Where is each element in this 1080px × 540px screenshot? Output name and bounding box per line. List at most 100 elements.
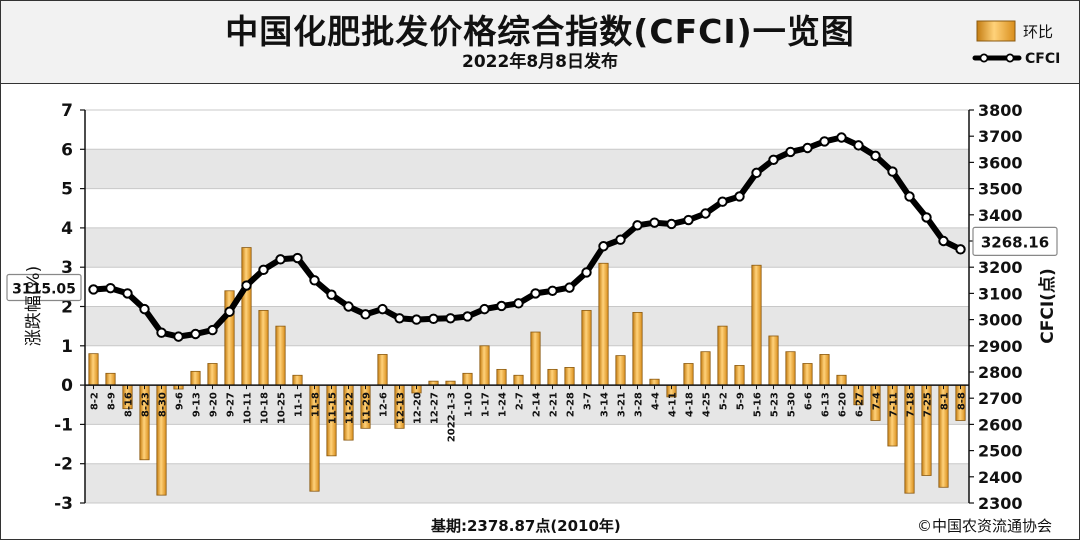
x-tick-label: 3-21: [617, 392, 628, 417]
x-tick-label: 8-16: [124, 392, 135, 417]
cfci-point: [870, 150, 881, 162]
bar: [207, 363, 218, 386]
cfci-point: [802, 142, 813, 154]
bar: [496, 368, 507, 386]
right-tick-label: 2700: [978, 389, 1023, 408]
bar: [802, 363, 813, 386]
x-tick-label: 6-13: [821, 392, 832, 417]
cfci-point: [938, 235, 949, 247]
x-tick-label: 2022-1-3: [447, 392, 458, 442]
cfci-point: [428, 313, 439, 325]
grid-band: [85, 463, 969, 503]
x-tick-label: 11-8: [311, 392, 322, 417]
cfci-point: [207, 324, 218, 336]
x-tick-label: 1-10: [464, 392, 475, 417]
left-tick-label: 7: [61, 101, 73, 121]
x-tick-label: 12-6: [379, 392, 390, 417]
x-tick-label: 4-25: [702, 392, 713, 417]
end-value-box: [972, 226, 1058, 256]
left-tick-label: 6: [61, 140, 73, 160]
cfci-point: [887, 166, 898, 177]
cfci-point: [921, 212, 932, 223]
x-tick-label: 1-24: [498, 392, 509, 417]
line-points: [88, 132, 966, 342]
cfci-point: [632, 220, 643, 231]
left-tick-label: 3: [61, 258, 73, 278]
legend: 环比 CFCI: [972, 20, 1060, 67]
legend-line-marker: [979, 53, 989, 63]
bar: [479, 345, 490, 386]
bar: [547, 368, 558, 386]
x-tick-label: 10-25: [277, 392, 288, 424]
bar: [377, 354, 388, 386]
cfci-point: [904, 191, 915, 202]
cfci-point: [530, 288, 541, 299]
bar: [105, 372, 116, 386]
x-tick-label: 5-23: [770, 392, 781, 417]
grid-band: [85, 227, 969, 268]
x-tick-label: 6-27: [855, 392, 866, 417]
cfci-line: [90, 134, 964, 340]
bar: [700, 351, 711, 386]
cfci-point: [649, 217, 660, 228]
bar: [513, 374, 524, 386]
cfci-point: [751, 167, 762, 179]
bar: [241, 247, 252, 386]
bar: [581, 310, 592, 386]
cfci-point: [445, 313, 456, 324]
cfci-point: [479, 303, 490, 315]
cfci-point: [326, 289, 337, 300]
x-tick-label: 11-1: [294, 392, 305, 417]
cfci-point: [700, 208, 711, 219]
end-value-label: 3268.16: [981, 233, 1049, 251]
bar: [836, 374, 847, 386]
legend-bar-label: 环比: [1023, 23, 1053, 41]
right-tick-labels: 2300 2400 2500 2600 2700 2800 2900 3000 3100 3200…: [978, 101, 1023, 513]
x-tick-label: 8-23: [141, 392, 152, 417]
right-tick-label: 2500: [978, 442, 1023, 461]
x-tick-label: 3-7: [583, 392, 594, 410]
left-tick-label: 4: [61, 219, 73, 239]
x-tick-label: 12-27: [430, 392, 441, 424]
x-tick-label: 4-11: [668, 392, 679, 417]
cfci-point: [88, 284, 99, 295]
bar: [819, 354, 830, 386]
left-tick-label: -3: [54, 494, 73, 514]
x-tick-label: 7-11: [889, 392, 900, 417]
x-tick-label: 4-4: [651, 392, 662, 410]
cfci-point: [496, 300, 507, 312]
cfci-point: [343, 301, 354, 312]
cfci-point: [598, 241, 609, 252]
x-tick-label: 9-20: [209, 392, 220, 417]
legend-bar-swatch: [976, 20, 1016, 42]
cfci-point: [360, 309, 371, 320]
x-tick-label: 7-25: [923, 392, 934, 417]
cfci-point: [105, 282, 116, 294]
x-tick-label: 5-9: [736, 392, 747, 410]
value-annotations: 3115.05 3268.16: [6, 226, 1058, 302]
legend-line-label: CFCI: [1025, 51, 1060, 67]
bar-series: [88, 247, 966, 496]
bar: [734, 365, 745, 386]
chart-subtitle: 2022年8月8日发布: [462, 52, 618, 72]
x-tick-label: 5-2: [719, 392, 730, 410]
grid-band: [85, 385, 969, 425]
right-tick-label: 3000: [978, 311, 1023, 330]
bar: [190, 370, 201, 386]
bar: [275, 325, 286, 386]
cfci-point: [411, 314, 422, 325]
right-tick-label: 2600: [978, 415, 1023, 434]
x-tick-label: 2-28: [566, 392, 577, 417]
x-tick-label: 8-8: [957, 392, 968, 410]
right-tick-label: 2800: [978, 363, 1023, 382]
chart-title: 中国化肥批发价格综合指数(CFCI)一览图: [225, 12, 855, 51]
cfci-point: [955, 244, 966, 255]
cfci-point: [241, 280, 252, 291]
left-tick-label: 1: [61, 337, 73, 357]
left-tick-label: 5: [61, 180, 73, 200]
right-tick-label: 3200: [978, 258, 1023, 277]
x-tick-label: 7-18: [906, 392, 917, 417]
cfci-point: [819, 136, 830, 147]
